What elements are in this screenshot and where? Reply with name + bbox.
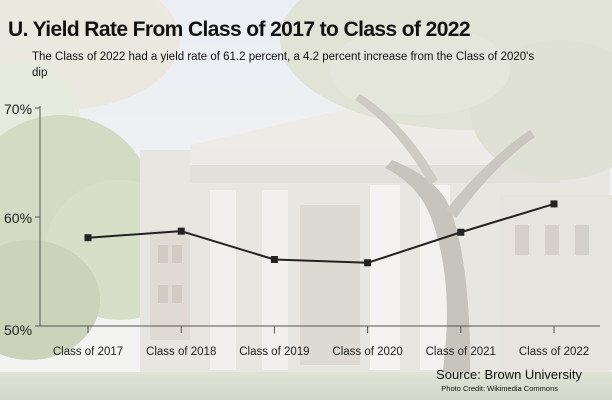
x-ticks: Class of 2017 Class of 2018 Class of 2019 C… (53, 326, 589, 358)
data-point (84, 234, 92, 242)
y-tick-label: 50% (4, 322, 32, 338)
source-note: Source: Brown University (436, 367, 582, 382)
y-tick-label: 70% (4, 101, 32, 117)
chart-subtitle: The Class of 2022 had a yield rate of 61… (32, 51, 535, 79)
y-tick-label: 60% (4, 210, 32, 226)
chart-title: U. Yield Rate From Class of 2017 to Clas… (8, 18, 471, 41)
y-ticks: 50% 60% 70% (4, 101, 40, 338)
photo-credit: Photo Credit: Wikimedia Commons (441, 384, 558, 393)
x-tick-label: Class of 2017 (53, 346, 123, 358)
data-point (177, 227, 185, 235)
data-points (84, 200, 558, 267)
x-tick-label: Class of 2020 (332, 346, 402, 358)
data-point (457, 228, 465, 236)
series-line-yield-rate (87, 202, 555, 264)
x-tick-label: Class of 2018 (146, 346, 216, 358)
data-point (364, 259, 372, 267)
x-tick-label: Class of 2019 (239, 346, 309, 358)
data-point (270, 256, 278, 264)
data-point (550, 200, 558, 208)
x-tick-label: Class of 2022 (519, 346, 589, 358)
x-tick-label: Class of 2021 (426, 346, 496, 358)
